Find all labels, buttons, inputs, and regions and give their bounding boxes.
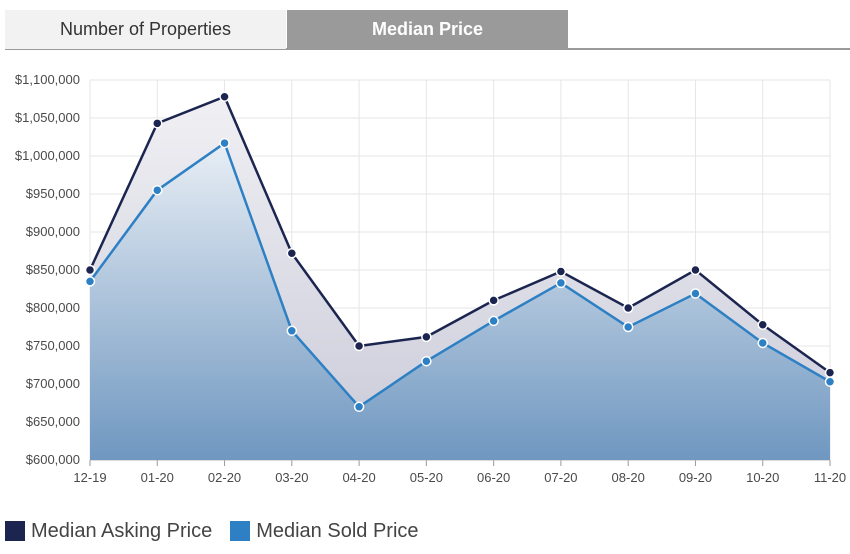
asking-point <box>555 266 567 277</box>
legend-item-sold[interactable]: Median Sold Price <box>230 519 419 543</box>
tab-median-price[interactable]: Median Price <box>287 10 568 49</box>
chart-legend: Median Asking Price Median Sold Price <box>5 517 419 545</box>
y-tick-label: $600,000 <box>26 452 80 467</box>
chart-tabs: Number of Properties Median Price <box>5 10 850 50</box>
asking-point <box>421 331 432 343</box>
legend-item-asking[interactable]: Median Asking Price <box>5 520 212 543</box>
x-tick-label: 01-20 <box>141 470 174 485</box>
y-tick-label: $750,000 <box>26 338 80 353</box>
x-tick-label: 11-20 <box>814 470 846 485</box>
series-lines <box>88 95 831 409</box>
sold-point <box>690 288 701 299</box>
y-tick-label: $850,000 <box>26 262 80 277</box>
sold-point <box>286 325 298 337</box>
x-tick-label: 07-20 <box>544 470 577 485</box>
y-tick-label: $1,050,000 <box>15 110 80 125</box>
y-tick-label: $1,000,000 <box>15 148 80 163</box>
asking-point <box>84 264 96 276</box>
asking-line <box>88 95 831 374</box>
x-tick-label: 02-20 <box>208 470 241 485</box>
sold-area <box>90 143 830 460</box>
sold-point <box>421 355 432 367</box>
x-axis-ticks: 12-19 01-20 02-20 03-20 04-20 05-20 06-20 07-20… <box>73 470 846 485</box>
asking-point <box>152 118 163 129</box>
x-tick-label: 05-20 <box>410 470 443 485</box>
y-tick-label: $900,000 <box>26 224 80 239</box>
asking-point <box>286 248 298 259</box>
x-tick-label: 09-20 <box>679 470 712 485</box>
asking-point <box>488 295 499 306</box>
x-tick-label: 10-20 <box>746 470 779 485</box>
sold-swatch <box>230 521 251 541</box>
sold-point <box>824 376 836 387</box>
asking-point <box>622 302 634 314</box>
data-points <box>84 91 836 413</box>
asking-swatch <box>5 521 25 541</box>
x-tick-label: 04-20 <box>342 470 375 485</box>
asking-point <box>219 91 230 102</box>
asking-point <box>690 264 701 276</box>
x-tick-label: 06-20 <box>477 470 510 485</box>
sold-point <box>353 401 365 413</box>
y-tick-label: $650,000 <box>26 414 80 429</box>
asking-point <box>353 340 365 352</box>
asking-point <box>757 319 768 330</box>
legend-label-sold: Median Sold Price <box>256 519 419 542</box>
sold-point <box>488 315 499 327</box>
sold-point <box>219 137 230 149</box>
sold-line <box>88 141 831 409</box>
tab-number-of-properties[interactable]: Number of Properties <box>5 10 286 49</box>
sold-point <box>757 337 768 349</box>
y-tick-label: $800,000 <box>26 300 80 315</box>
x-tick-label: 03-20 <box>275 470 308 485</box>
y-tick-label: $950,000 <box>26 186 80 201</box>
sold-point <box>84 276 96 287</box>
sold-point <box>152 184 163 196</box>
sold-point <box>622 321 634 333</box>
legend-label-asking: Median Asking Price <box>31 519 213 542</box>
sold-point <box>555 277 567 289</box>
y-tick-label: $700,000 <box>26 376 80 391</box>
asking-point <box>824 367 836 378</box>
area-fills <box>90 96 830 460</box>
y-tick-label: $1,100,000 <box>15 72 80 87</box>
y-axis-ticks: $600,000 $650,000 $700,000 $750,000 $800,000… <box>15 72 80 467</box>
median-price-chart: $600,000 $650,000 $700,000 $750,000 $800,000… <box>15 72 846 485</box>
x-tick-label: 12-19 <box>73 470 106 485</box>
x-tick-label: 08-20 <box>612 470 645 485</box>
